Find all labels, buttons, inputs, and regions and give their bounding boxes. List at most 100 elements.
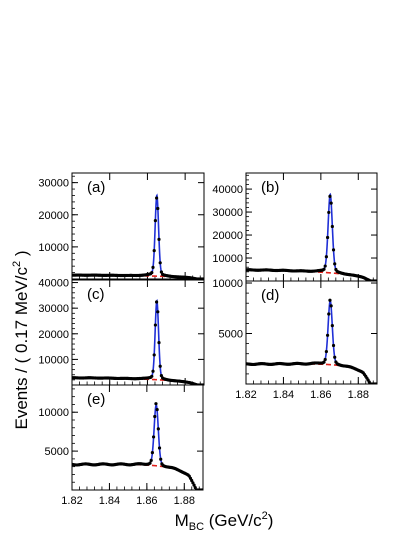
panel-e-data-point: [157, 446, 162, 450]
panel-d-plot: [246, 298, 377, 384]
panel-a-fit-curve: [72, 193, 204, 279]
panels: 10000 20000 30000 (a) 10000 20000 30000 40000 (b…: [38, 172, 378, 507]
panel-e-xtick-label: 1.86: [136, 495, 157, 507]
panel-e-xtick-label: 1.82: [61, 495, 82, 507]
panel-d-ytick-label: 5000: [219, 329, 243, 341]
panel-b-label: (b): [261, 179, 279, 196]
panel-d-ytick-label: 10000: [212, 278, 243, 290]
panel-c-data-point: [151, 369, 155, 373]
panel-c-ytick-label: 40000: [38, 278, 69, 290]
panel-e-data-point: [200, 488, 203, 490]
panel-b: 10000 20000 30000 40000 (b): [212, 172, 378, 282]
panel-b-ytick-label: 30000: [212, 207, 243, 219]
panel-b-data-point: [323, 264, 327, 268]
panel-e-data-point: [150, 451, 154, 455]
panel-a-data-point: [201, 277, 204, 279]
panel-d-data-point: [329, 304, 333, 308]
panel-e-data-point: [193, 485, 197, 490]
panel-a-data-point: [152, 249, 156, 253]
panel-a-data-point: [158, 261, 162, 265]
panel-a-plot: [72, 193, 204, 279]
panel-d: 5000 10000 1.82 1.84 1.86 1.88 (d): [212, 278, 378, 401]
panel-d-data-point: [322, 360, 326, 364]
panel-e: 5000 10000 1.82 1.84 1.86 1.88 (e): [38, 384, 204, 507]
panel-d-data-point: [328, 298, 332, 302]
panel-b-data-point: [331, 248, 336, 252]
panel-d-xtick-label: 1.88: [348, 389, 369, 401]
panel-c-ytick-label: 20000: [38, 329, 69, 341]
panel-e-ytick-label: 5000: [45, 446, 69, 458]
x-axis-title-unit: (GeV/c: [204, 511, 262, 530]
panel-b-data-point: [330, 224, 334, 229]
panel-e-data-point: [148, 461, 152, 465]
panel-c-data-point: [158, 364, 162, 368]
panel-e-data-point: [159, 457, 163, 461]
panel-a-data-point: [150, 270, 154, 275]
panel-a-ytick-label: 20000: [38, 210, 69, 222]
panel-e-data-point: [153, 414, 157, 419]
panel-e-label: (e): [87, 391, 105, 408]
panel-c-fit-curve: [72, 298, 204, 385]
panel-e-xtick-label: 1.84: [99, 495, 120, 507]
panel-a-data-point: [155, 196, 159, 200]
panel-d-data-point: [327, 312, 331, 316]
panel-d-data-point: [325, 333, 330, 337]
panel-e-data-point: [151, 435, 156, 439]
panel-d-frame: [245, 280, 378, 385]
panel-e-data-point: [192, 483, 196, 487]
panel-c-data-point: [159, 374, 163, 378]
y-axis-title: Events / ( 0.17 MeV/c2 ): [11, 250, 31, 429]
panel-a: 10000 20000 30000 (a): [38, 172, 205, 280]
panel-d-xtick-label: 1.82: [235, 389, 256, 401]
panel-b-data-point: [322, 267, 326, 271]
panel-b-data-point: [333, 262, 337, 266]
panel-b-ytick-label: 20000: [212, 230, 243, 242]
panel-c-data-point: [150, 374, 154, 378]
panel-a-data-point: [153, 219, 157, 223]
panel-c-ytick-label: 30000: [38, 303, 69, 315]
y-axis-title-end: ): [12, 250, 31, 260]
panel-c: 10000 20000 30000 40000 (c): [38, 278, 205, 386]
panel-b-ytick-label: 10000: [212, 253, 243, 265]
panel-d-data-point: [330, 324, 334, 328]
panel-d-label: (d): [261, 287, 279, 304]
panel-e-data-point: [154, 402, 158, 406]
panel-d-data-point: [374, 382, 377, 384]
panel-c-data-point: [152, 353, 156, 357]
x-axis-title-main: M: [175, 511, 189, 530]
panel-c-data-point: [157, 341, 161, 345]
panel-a-data-point: [151, 265, 155, 269]
panel-b-data-point: [325, 235, 330, 240]
panel-c-plot: [72, 298, 204, 385]
panel-b-data-point: [327, 210, 331, 215]
panel-d-background-curve: [246, 363, 377, 384]
panel-e-fit-curve: [72, 403, 203, 490]
panel-c-ytick-label: 10000: [38, 354, 69, 366]
panel-e-data-point: [149, 458, 153, 462]
x-axis-title-unit-end: ): [268, 511, 274, 530]
panel-a-ytick-label: 10000: [38, 242, 69, 254]
panel-d-data-point: [324, 349, 328, 354]
panel-d-data-point: [333, 355, 337, 359]
panel-a-label: (a): [87, 179, 105, 196]
panel-d-xtick-label: 1.84: [273, 389, 294, 401]
panel-a-frame: [71, 172, 205, 280]
panel-c-label: (c): [87, 286, 105, 303]
panel-d-xtick-label: 1.86: [310, 389, 331, 401]
x-axis-title: MBC (GeV/c2): [175, 510, 274, 533]
panel-e-ytick-label: 10000: [38, 407, 69, 419]
panel-b-data-point: [328, 194, 332, 198]
panel-e-data-point: [191, 481, 195, 485]
panel-e-frame: [71, 384, 204, 491]
panel-a-data-point: [157, 237, 161, 241]
panel-b-data-point: [324, 255, 328, 259]
panel-c-data-point: [155, 300, 159, 304]
panel-e-xtick-label: 1.88: [174, 495, 195, 507]
x-axis-title-sub: BC: [189, 521, 204, 533]
panel-b-data-point: [329, 201, 333, 205]
panel-c-data-point: [153, 323, 157, 327]
panel-b-fit-curve: [246, 192, 377, 281]
panel-a-ytick-label: 30000: [38, 178, 69, 190]
panel-e-plot: [72, 402, 203, 490]
